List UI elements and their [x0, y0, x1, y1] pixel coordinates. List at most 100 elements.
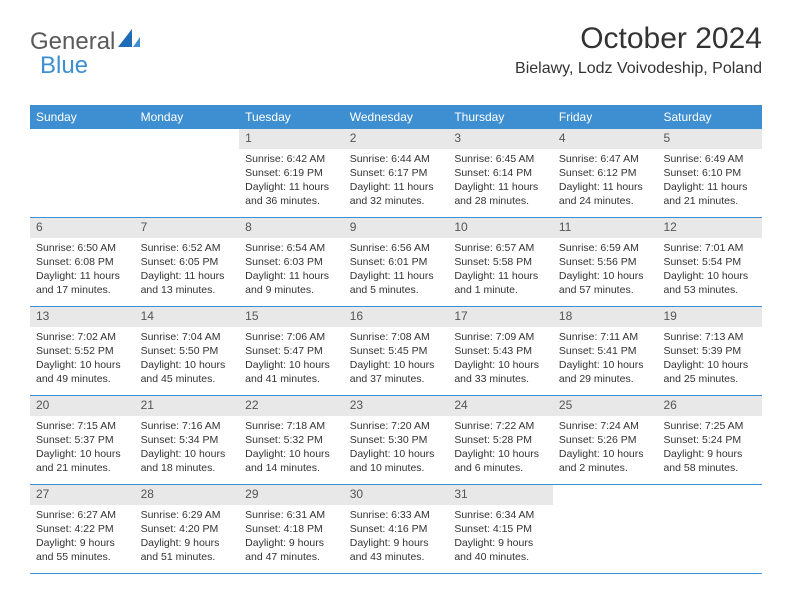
- day-cell: 27Sunrise: 6:27 AMSunset: 4:22 PMDayligh…: [30, 485, 135, 573]
- sunset-text: Sunset: 5:26 PM: [559, 433, 652, 447]
- day-content: Sunrise: 6:34 AMSunset: 4:15 PMDaylight:…: [448, 505, 553, 569]
- day-content: Sunrise: 6:49 AMSunset: 6:10 PMDaylight:…: [657, 149, 762, 213]
- day-header: Sunday: [30, 105, 135, 129]
- daylight-text: Daylight: 10 hours and 53 minutes.: [663, 269, 756, 297]
- daylight-text: Daylight: 11 hours and 28 minutes.: [454, 180, 547, 208]
- daylight-text: Daylight: 10 hours and 57 minutes.: [559, 269, 652, 297]
- sunrise-text: Sunrise: 7:11 AM: [559, 330, 652, 344]
- sunset-text: Sunset: 6:08 PM: [36, 255, 129, 269]
- sunset-text: Sunset: 5:30 PM: [350, 433, 443, 447]
- sunset-text: Sunset: 5:54 PM: [663, 255, 756, 269]
- sunrise-text: Sunrise: 6:57 AM: [454, 241, 547, 255]
- sunset-text: Sunset: 6:19 PM: [245, 166, 338, 180]
- daylight-text: Daylight: 9 hours and 51 minutes.: [141, 536, 234, 564]
- calendar: SundayMondayTuesdayWednesdayThursdayFrid…: [30, 105, 762, 574]
- day-content: Sunrise: 7:04 AMSunset: 5:50 PMDaylight:…: [135, 327, 240, 391]
- daylight-text: Daylight: 11 hours and 9 minutes.: [245, 269, 338, 297]
- sunrise-text: Sunrise: 7:04 AM: [141, 330, 234, 344]
- daylight-text: Daylight: 11 hours and 24 minutes.: [559, 180, 652, 208]
- sunrise-text: Sunrise: 7:09 AM: [454, 330, 547, 344]
- day-cell: [657, 485, 762, 573]
- day-cell: 6Sunrise: 6:50 AMSunset: 6:08 PMDaylight…: [30, 218, 135, 306]
- day-cell: 24Sunrise: 7:22 AMSunset: 5:28 PMDayligh…: [448, 396, 553, 484]
- day-cell: 4Sunrise: 6:47 AMSunset: 6:12 PMDaylight…: [553, 129, 658, 217]
- day-cell: 21Sunrise: 7:16 AMSunset: 5:34 PMDayligh…: [135, 396, 240, 484]
- day-content: Sunrise: 6:50 AMSunset: 6:08 PMDaylight:…: [30, 238, 135, 302]
- day-cell: 30Sunrise: 6:33 AMSunset: 4:16 PMDayligh…: [344, 485, 449, 573]
- sunset-text: Sunset: 5:47 PM: [245, 344, 338, 358]
- sunrise-text: Sunrise: 6:34 AM: [454, 508, 547, 522]
- daylight-text: Daylight: 10 hours and 49 minutes.: [36, 358, 129, 386]
- sunset-text: Sunset: 4:18 PM: [245, 522, 338, 536]
- day-cell: 11Sunrise: 6:59 AMSunset: 5:56 PMDayligh…: [553, 218, 658, 306]
- day-content: Sunrise: 7:02 AMSunset: 5:52 PMDaylight:…: [30, 327, 135, 391]
- daylight-text: Daylight: 10 hours and 21 minutes.: [36, 447, 129, 475]
- sunrise-text: Sunrise: 7:16 AM: [141, 419, 234, 433]
- day-cell: 3Sunrise: 6:45 AMSunset: 6:14 PMDaylight…: [448, 129, 553, 217]
- sunset-text: Sunset: 4:22 PM: [36, 522, 129, 536]
- sunset-text: Sunset: 5:37 PM: [36, 433, 129, 447]
- sunrise-text: Sunrise: 6:31 AM: [245, 508, 338, 522]
- sunset-text: Sunset: 6:17 PM: [350, 166, 443, 180]
- sunrise-text: Sunrise: 6:59 AM: [559, 241, 652, 255]
- sunset-text: Sunset: 4:16 PM: [350, 522, 443, 536]
- day-content: Sunrise: 7:20 AMSunset: 5:30 PMDaylight:…: [344, 416, 449, 480]
- day-header: Monday: [135, 105, 240, 129]
- day-content: Sunrise: 6:54 AMSunset: 6:03 PMDaylight:…: [239, 238, 344, 302]
- day-cell: 9Sunrise: 6:56 AMSunset: 6:01 PMDaylight…: [344, 218, 449, 306]
- day-content: Sunrise: 6:56 AMSunset: 6:01 PMDaylight:…: [344, 238, 449, 302]
- day-content: Sunrise: 7:06 AMSunset: 5:47 PMDaylight:…: [239, 327, 344, 391]
- week-row: 27 Sunrise: 6:27 AMSunset: 4:22 PM Dayligh…: [30, 485, 762, 574]
- sunrise-text: Sunrise: 6:29 AM: [141, 508, 234, 522]
- sunrise-text: Sunrise: 7:02 AM: [36, 330, 129, 344]
- daylight-text: Daylight: 11 hours and 13 minutes.: [141, 269, 234, 297]
- day-cell: 25Sunrise: 7:24 AMSunset: 5:26 PMDayligh…: [553, 396, 658, 484]
- day-header: Friday: [553, 105, 658, 129]
- daylight-text: Daylight: 10 hours and 18 minutes.: [141, 447, 234, 475]
- sunset-text: Sunset: 5:50 PM: [141, 344, 234, 358]
- day-cell: 2Sunrise: 6:44 AMSunset: 6:17 PMDaylight…: [344, 129, 449, 217]
- day-cell: 12 Sunrise: 7:01 AMSunset: 5:54 PMDayligh…: [657, 218, 762, 306]
- daylight-text: Daylight: 10 hours and 25 minutes.: [663, 358, 756, 386]
- sunrise-text: Sunrise: 6:52 AM: [141, 241, 234, 255]
- sunset-text: Sunset: 5:41 PM: [559, 344, 652, 358]
- day-cell: 28Sunrise: 6:29 AMSunset: 4:20 PMDayligh…: [135, 485, 240, 573]
- day-cell: 16Sunrise: 7:08 AMSunset: 5:45 PMDayligh…: [344, 307, 449, 395]
- daylight-text: Daylight: 10 hours and 41 minutes.: [245, 358, 338, 386]
- week-row: 1Sunrise: 6:42 AMSunset: 6:19 PMDaylight…: [30, 129, 762, 218]
- day-number: 29: [239, 485, 344, 505]
- sunset-text: Sunset: 5:52 PM: [36, 344, 129, 358]
- day-number: 7: [135, 218, 240, 238]
- sunset-text: Sunset: 5:28 PM: [454, 433, 547, 447]
- month-title: October 2024: [515, 22, 762, 56]
- sunrise-text: Sunrise: 6:27 AM: [36, 508, 129, 522]
- sunset-text: Sunset: 5:45 PM: [350, 344, 443, 358]
- sunrise-text: Sunrise: 6:47 AM: [559, 152, 652, 166]
- day-cell: [135, 129, 240, 217]
- day-number: 17: [448, 307, 553, 327]
- day-content: Sunrise: 6:57 AMSunset: 5:58 PMDaylight:…: [448, 238, 553, 302]
- day-number: 4: [553, 129, 658, 149]
- day-content: Sunrise: 7:22 AMSunset: 5:28 PMDaylight:…: [448, 416, 553, 480]
- day-content: Sunrise: 6:59 AMSunset: 5:56 PMDaylight:…: [553, 238, 658, 302]
- day-number: 15: [239, 307, 344, 327]
- sunrise-text: Sunrise: 7:01 AM: [663, 241, 756, 255]
- day-number: 31: [448, 485, 553, 505]
- day-cell: 15Sunrise: 7:06 AMSunset: 5:47 PMDayligh…: [239, 307, 344, 395]
- sunrise-text: Sunrise: 6:42 AM: [245, 152, 338, 166]
- day-number: 13: [30, 307, 135, 327]
- day-number: 27: [30, 485, 135, 505]
- day-number: 12: [657, 218, 762, 238]
- day-content: Sunrise: 7:08 AMSunset: 5:45 PMDaylight:…: [344, 327, 449, 391]
- daylight-text: Daylight: 11 hours and 21 minutes.: [663, 180, 756, 208]
- day-number: 24: [448, 396, 553, 416]
- day-header: Wednesday: [344, 105, 449, 129]
- day-content: Sunrise: 6:33 AMSunset: 4:16 PMDaylight:…: [344, 505, 449, 569]
- day-number: 18: [553, 307, 658, 327]
- day-headers-row: SundayMondayTuesdayWednesdayThursdayFrid…: [30, 105, 762, 129]
- daylight-text: Daylight: 9 hours and 47 minutes.: [245, 536, 338, 564]
- sunrise-text: Sunrise: 7:06 AM: [245, 330, 338, 344]
- day-content: Sunrise: 7:13 AMSunset: 5:39 PMDaylight:…: [657, 327, 762, 391]
- day-number: 3: [448, 129, 553, 149]
- daylight-text: Daylight: 11 hours and 36 minutes.: [245, 180, 338, 208]
